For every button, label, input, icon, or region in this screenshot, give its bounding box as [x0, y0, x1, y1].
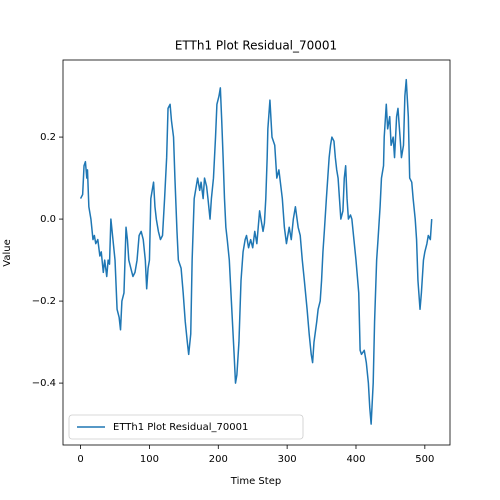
- legend-box: [68, 414, 304, 440]
- x-axis-label: Time Step: [230, 476, 281, 487]
- line-series: [79, 78, 433, 425]
- x-tick-label: 400: [346, 454, 365, 465]
- y-tick-label: −0.2: [32, 296, 56, 307]
- x-tick-label: 500: [415, 454, 434, 465]
- axes-frame: [62, 59, 451, 446]
- y-tick-label: 0.2: [40, 132, 56, 143]
- chart-title: ETTh1 Plot Residual_70001: [175, 39, 337, 53]
- y-tick-label: −0.4: [32, 378, 56, 389]
- x-tick-label: 300: [278, 454, 297, 465]
- y-tick-label: 0.0: [40, 214, 56, 225]
- y-axis-label: Value: [2, 239, 13, 266]
- x-tick-label: 0: [77, 454, 83, 465]
- x-tick-label: 100: [140, 454, 159, 465]
- legend-label: ETTh1 Plot Residual_70001: [113, 422, 248, 433]
- x-tick-label: 200: [209, 454, 228, 465]
